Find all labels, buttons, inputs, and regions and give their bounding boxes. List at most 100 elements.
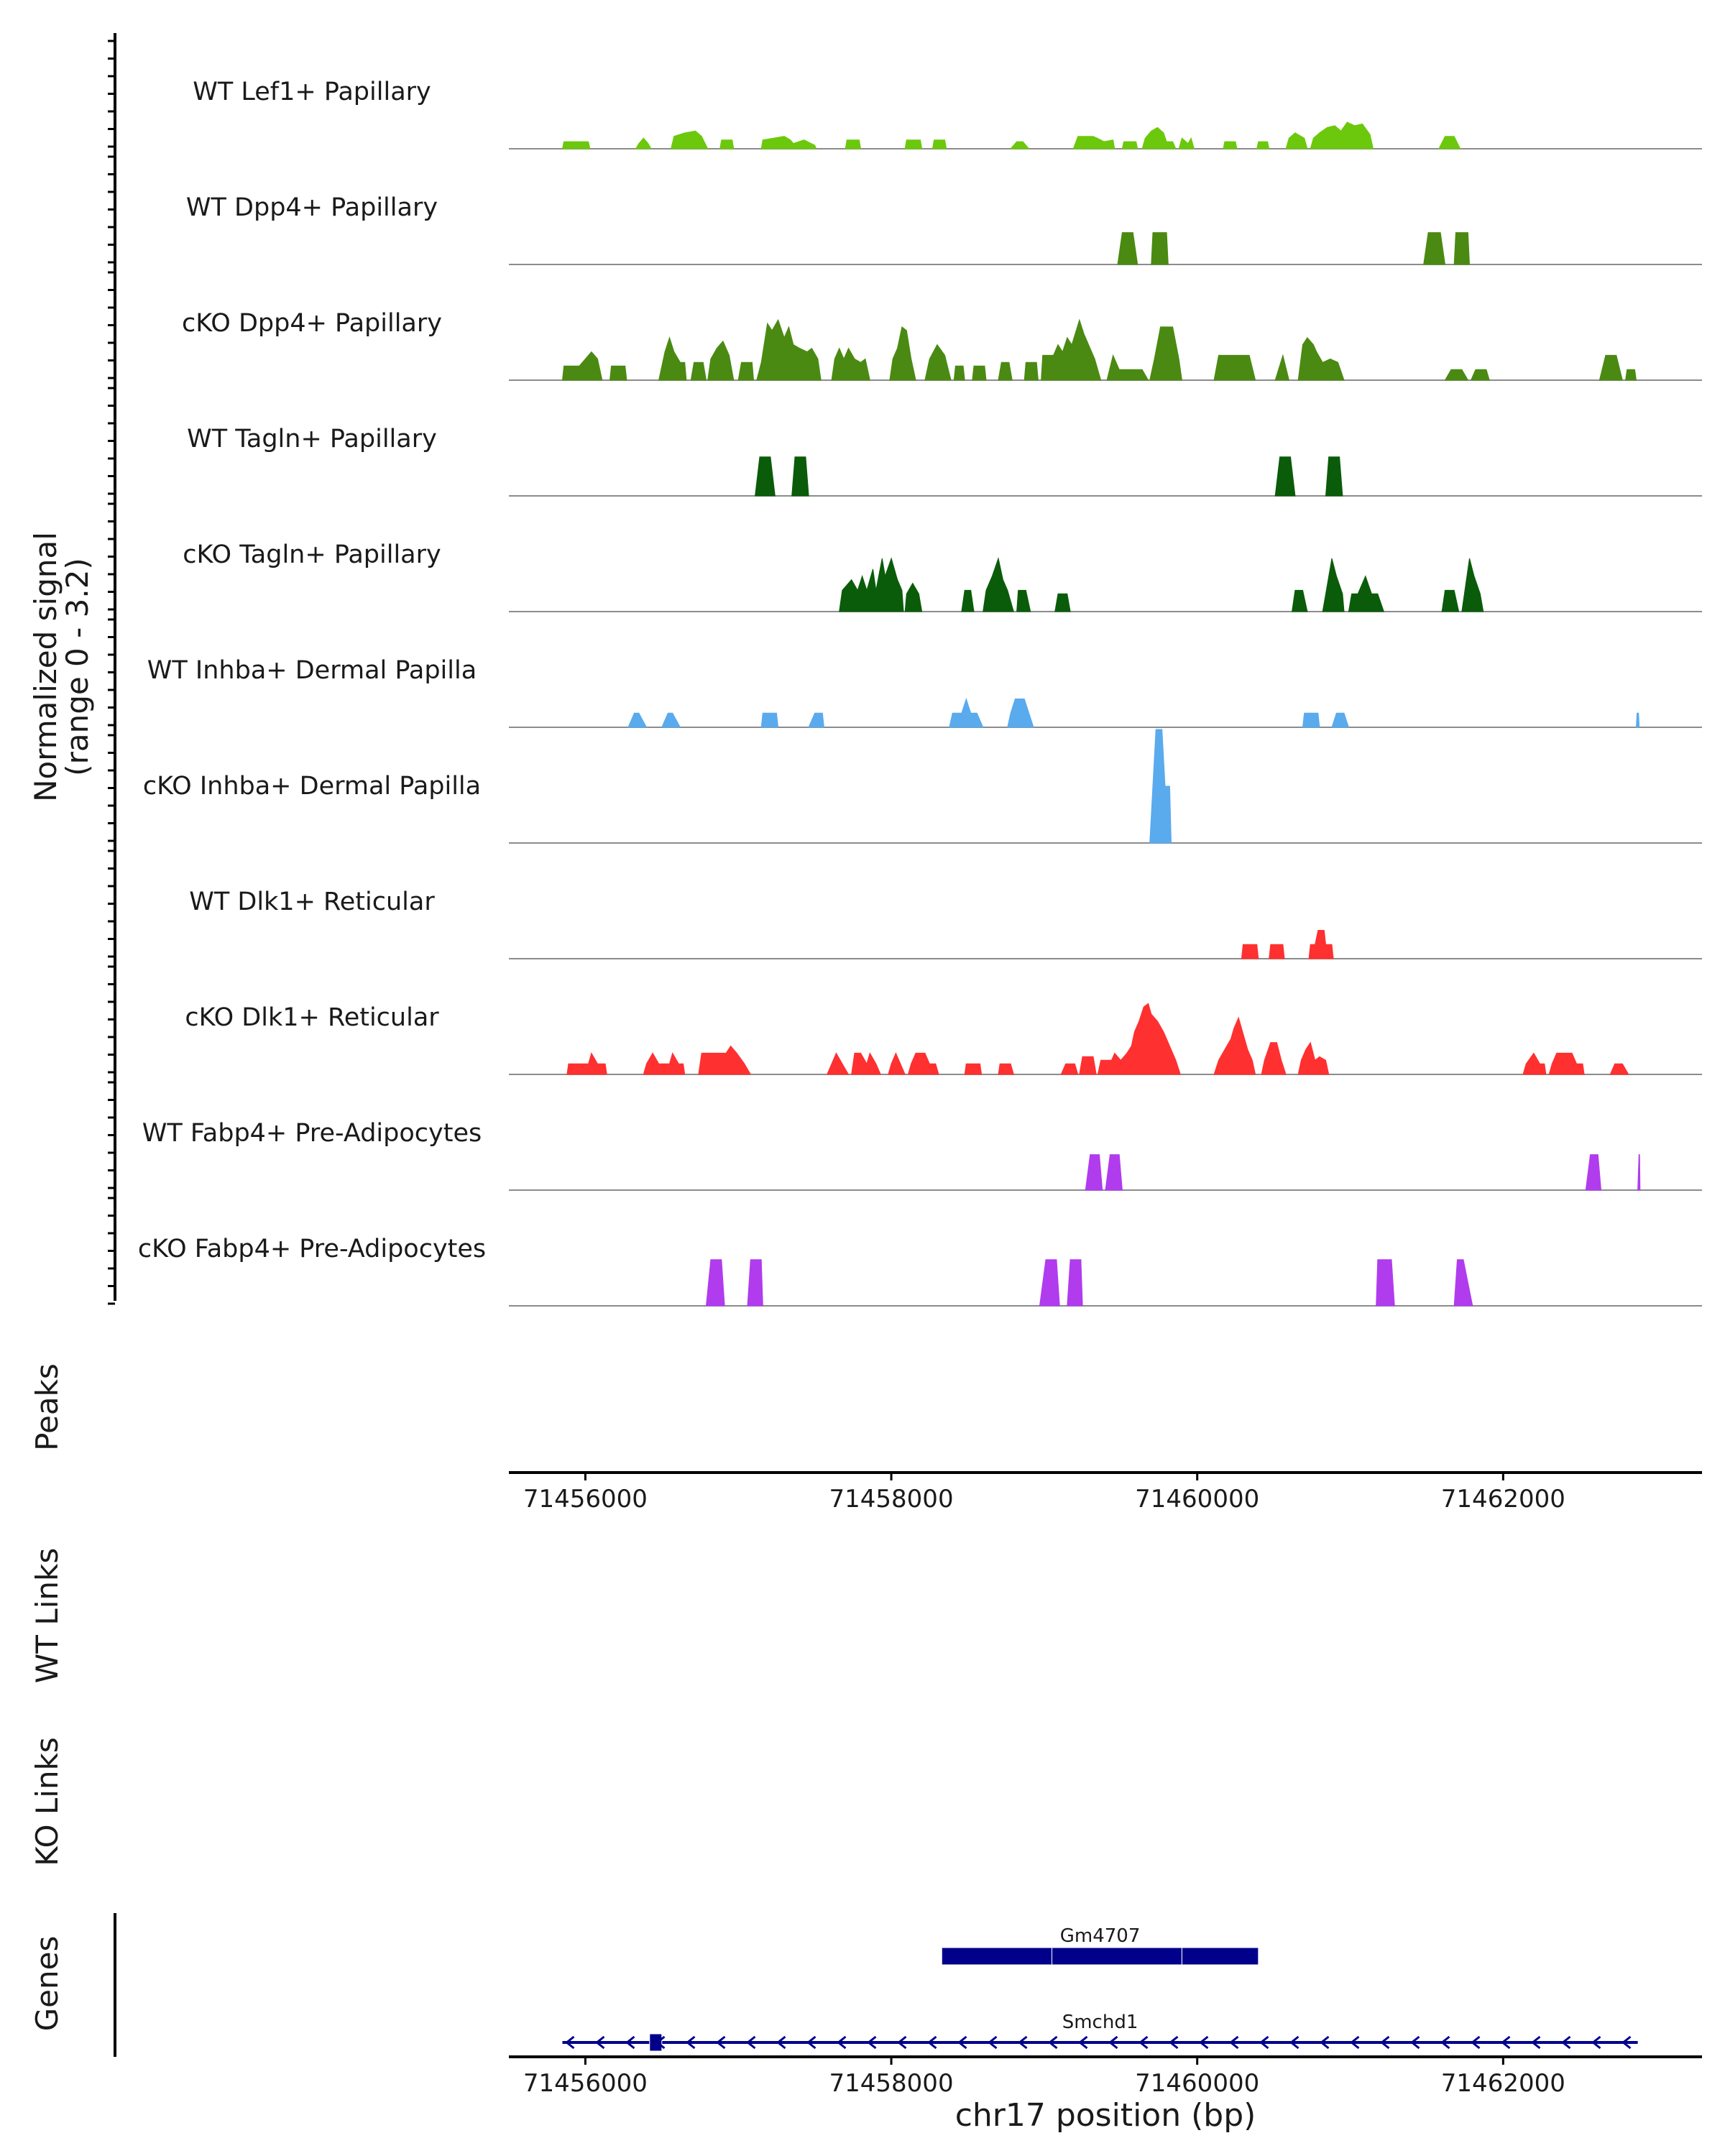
- signal-peak: [705, 1259, 725, 1307]
- gene-exon: [1052, 1947, 1182, 1966]
- signal-peak: [831, 347, 870, 381]
- signal-peak: [964, 1063, 983, 1075]
- signal-peak: [1444, 369, 1469, 381]
- track-label: cKO Dlk1+ Reticular: [185, 1003, 439, 1032]
- strand-arrow: [1531, 2035, 1541, 2050]
- signal-peak: [1141, 126, 1177, 149]
- track-label: WT Tagln+ Papillary: [187, 425, 437, 453]
- strand-arrow: [1018, 2035, 1028, 2050]
- signal-peak: [707, 340, 735, 381]
- signal-peak: [658, 336, 687, 381]
- strand-arrow: [988, 2035, 998, 2050]
- signal-tracks: WT Lef1+ Papillary WT Dpp4+ Papillary cKO …: [138, 78, 1702, 1307]
- strand-arrow: [1289, 2035, 1300, 2050]
- signal-peak: [851, 1052, 881, 1075]
- track-label: cKO Tagln+ Papillary: [183, 540, 441, 569]
- track-wt-lef1-papillary: WT Lef1+ Papillary: [193, 78, 1702, 149]
- track-cko-dpp4-papillary: cKO Dpp4+ Papillary: [182, 309, 1702, 381]
- genes-track-label: Genes: [29, 1936, 65, 2032]
- strand-arrow: [595, 2035, 605, 2050]
- ko-links-track-label: KO Links: [29, 1737, 65, 1866]
- strand-arrow: [1380, 2035, 1390, 2050]
- signal-peak: [972, 365, 987, 381]
- signal-peak: [949, 697, 984, 728]
- signal-peak: [1106, 354, 1149, 381]
- signal-peak: [808, 712, 824, 728]
- peaks-track-label: Peaks: [29, 1363, 65, 1451]
- signal-peak: [998, 361, 1013, 381]
- track-cko-dlk1-reticular: cKO Dlk1+ Reticular: [185, 1003, 1702, 1075]
- signal-peak: [826, 1052, 850, 1075]
- signal-peak: [1151, 232, 1169, 265]
- signal-peak: [1297, 1041, 1330, 1075]
- signal-peak: [1438, 136, 1461, 149]
- signal-peak: [1054, 593, 1071, 612]
- signal-peak: [1441, 589, 1460, 612]
- signal-peak: [1149, 326, 1182, 381]
- strand-arrow: [1169, 2035, 1179, 2050]
- strand-arrow: [1108, 2035, 1118, 2050]
- strand-arrow: [1199, 2035, 1209, 2050]
- signal-peak: [561, 141, 591, 149]
- strand-arrow: [1440, 2035, 1450, 2050]
- signal-peak: [609, 365, 627, 381]
- signal-peak: [737, 361, 755, 381]
- gene-exon: [1181, 1947, 1259, 1966]
- strand-arrow: [1259, 2035, 1269, 2050]
- track-label: WT Lef1+ Papillary: [193, 78, 431, 106]
- signal-peak: [1637, 1154, 1641, 1191]
- signal-peak: [1548, 1052, 1585, 1075]
- signal-peak: [1105, 1154, 1123, 1191]
- x-tick-label: 71458000: [829, 1485, 954, 1514]
- strand-arrow: [867, 2035, 877, 2050]
- signal-peak: [643, 1052, 686, 1075]
- strand-arrow: [776, 2035, 786, 2050]
- track-wt-inhba-dermal-papilla: WT Inhba+ Dermal Papilla: [147, 656, 1702, 728]
- signal-peak: [1117, 232, 1138, 265]
- signal-peak: [1274, 456, 1296, 497]
- track-label: WT Dpp4+ Papillary: [186, 193, 438, 222]
- track-label: WT Inhba+ Dermal Papilla: [147, 656, 477, 685]
- signal-peak: [1024, 361, 1039, 381]
- signal-peak: [1470, 369, 1490, 381]
- signal-y-axis-ticks: [108, 40, 115, 1305]
- signal-peak: [1213, 354, 1256, 381]
- signal-peak: [907, 1052, 939, 1075]
- signal-peak: [1039, 1259, 1060, 1307]
- signal-peak: [1060, 1063, 1079, 1075]
- signal-peak: [1297, 336, 1345, 381]
- signal-peak: [1072, 136, 1116, 149]
- signal-peak: [1067, 1259, 1083, 1307]
- signal-peak: [747, 1259, 763, 1307]
- strand-arrow: [656, 2035, 666, 2050]
- gene-name: Smchd1: [1062, 2012, 1138, 2033]
- track-cko-inhba-dermal-papilla: cKO Inhba+ Dermal Papilla: [143, 729, 1702, 844]
- x-tick-label: 71460000: [1135, 2069, 1259, 2098]
- signal-peak: [698, 1045, 752, 1075]
- signal-peak: [1285, 132, 1308, 149]
- signal-peak: [635, 137, 652, 149]
- signal-peak: [661, 712, 681, 728]
- strand-arrow: [746, 2035, 756, 2050]
- signal-peak: [756, 318, 822, 381]
- strand-arrow: [625, 2035, 635, 2050]
- signal-peak: [1423, 232, 1446, 265]
- strand-arrow: [927, 2035, 937, 2050]
- signal-peak: [719, 139, 735, 149]
- signal-peak: [1261, 1042, 1287, 1075]
- x-tick-label: 71456000: [523, 1485, 648, 1514]
- signal-peak: [983, 557, 1014, 612]
- signal-peak: [1625, 369, 1637, 381]
- signal-peak: [1453, 232, 1471, 265]
- signal-peak: [1292, 589, 1308, 612]
- peaks-x-axis-ticks: 71456000 71458000 71460000 71462000: [523, 1473, 1565, 1514]
- gene-gm4707: Gm4707: [941, 1925, 1259, 1966]
- track-label: WT Fabp4+ Pre-Adipocytes: [142, 1119, 482, 1148]
- track-wt-dlk1-reticular: WT Dlk1+ Reticular: [189, 888, 1702, 959]
- signal-peak: [1331, 712, 1350, 728]
- strand-arrow: [837, 2035, 847, 2050]
- signal-peak: [690, 361, 707, 381]
- signal-peak: [1376, 1259, 1395, 1307]
- signal-peak: [1149, 729, 1172, 844]
